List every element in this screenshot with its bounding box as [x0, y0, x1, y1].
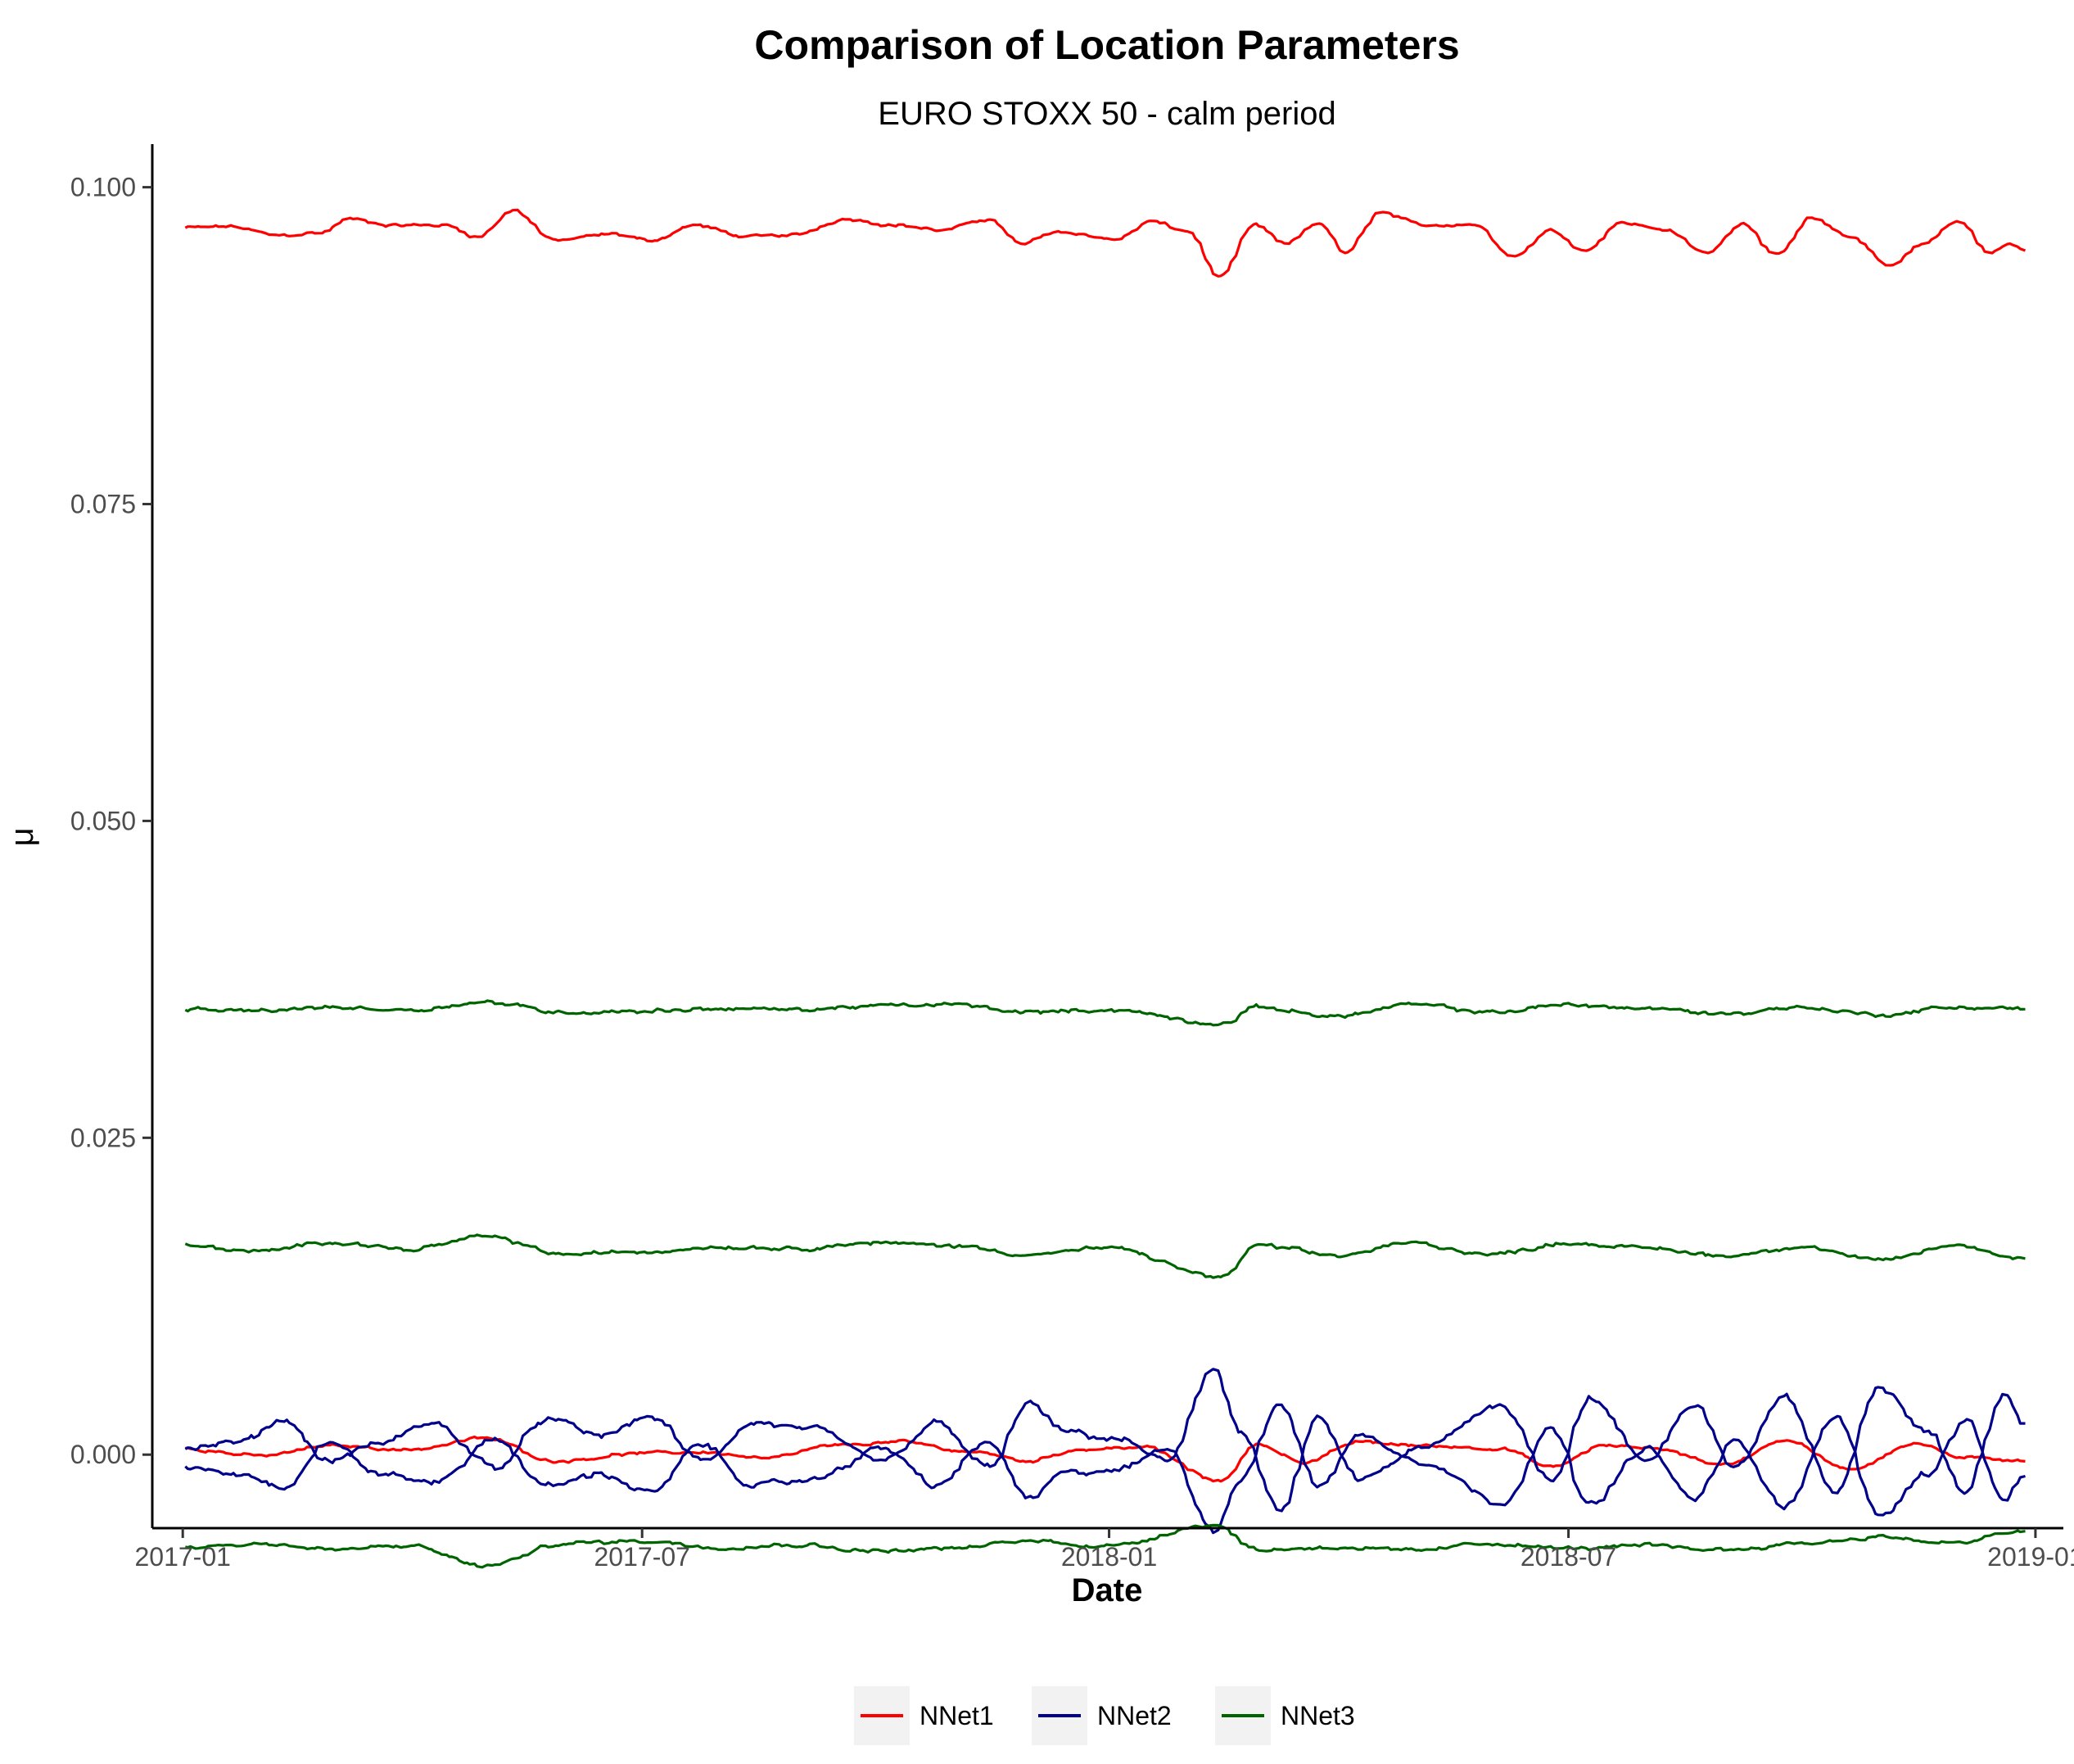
- series-line-nnet3-middle: [184, 1233, 2026, 1279]
- y-axis-ticks: 0.000 0.025 0.050 0.075 0.100: [70, 173, 152, 1469]
- x-tick-label: 2017-01: [134, 1542, 230, 1572]
- y-tick-label: 0.075: [70, 490, 136, 519]
- x-tick-label: 2017-07: [594, 1542, 690, 1572]
- series-line-nnet2-lower: [184, 1403, 2026, 1535]
- x-tick-label: 2019-01: [1987, 1542, 2074, 1572]
- y-tick-label: 0.050: [70, 806, 136, 835]
- y-tick-label: 0.000: [70, 1440, 136, 1469]
- series-line-nnet1-upper: [184, 208, 2027, 278]
- x-axis-title: Date: [1072, 1572, 1143, 1608]
- series-line-nnet2-upper: [184, 1368, 2026, 1513]
- legend-label-nnet1: NNet1: [920, 1701, 994, 1730]
- y-axis-title: μ: [4, 827, 40, 846]
- series-line-nnet3-lower: [185, 1523, 2026, 1569]
- legend-label-nnet2: NNet2: [1097, 1701, 1172, 1730]
- x-tick-label: 2018-07: [1520, 1542, 1616, 1572]
- y-tick-label: 0.100: [70, 173, 136, 202]
- series-line-nnet3-upper: [184, 999, 2026, 1027]
- legend-label-nnet3: NNet3: [1281, 1701, 1355, 1730]
- chart-title: Comparison of Location Parameters: [754, 22, 1459, 68]
- x-axis-ticks: 2017-01 2017-07 2018-01 2018-07 2019-01: [134, 1528, 2074, 1572]
- chart-subtitle: EURO STOXX 50 - calm period: [878, 96, 1335, 132]
- legend: NNet1 NNet2 NNet3: [854, 1686, 1355, 1745]
- x-tick-label: 2018-01: [1061, 1542, 1157, 1572]
- plot-area: [184, 208, 2027, 1569]
- y-tick-label: 0.025: [70, 1123, 136, 1152]
